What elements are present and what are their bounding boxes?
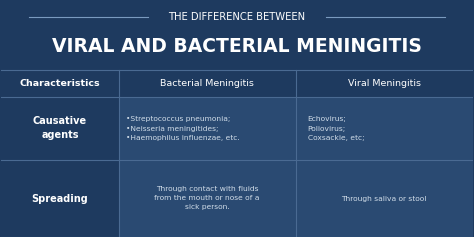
Bar — [118, 160, 296, 237]
Text: Characteristics: Characteristics — [19, 79, 100, 88]
Text: Through contact with fluids
from the mouth or nose of a
sick person.: Through contact with fluids from the mou… — [155, 187, 260, 210]
Text: Causative
agents: Causative agents — [33, 117, 87, 141]
Text: •Streptococcus pneumonia;
•Neisseria meningitides;
•Haemophilus influenzae, etc.: •Streptococcus pneumonia; •Neisseria men… — [126, 116, 239, 141]
Text: Bacterial Meningitis: Bacterial Meningitis — [160, 79, 254, 88]
Text: Viral Meningitis: Viral Meningitis — [348, 79, 421, 88]
Bar — [296, 97, 473, 160]
Text: THE DIFFERENCE BETWEEN: THE DIFFERENCE BETWEEN — [168, 12, 306, 22]
Bar — [118, 97, 296, 160]
Bar — [1, 70, 118, 97]
Text: Spreading: Spreading — [32, 193, 88, 204]
Bar — [1, 160, 118, 237]
Bar — [118, 70, 296, 97]
Text: Echovirus;
Poliovirus;
Coxsackie, etc;: Echovirus; Poliovirus; Coxsackie, etc; — [308, 116, 364, 141]
Text: Through saliva or stool: Through saliva or stool — [342, 196, 427, 201]
Bar — [296, 160, 473, 237]
Bar — [1, 97, 118, 160]
Bar — [296, 70, 473, 97]
Text: VIRAL AND BACTERIAL MENINGITIS: VIRAL AND BACTERIAL MENINGITIS — [52, 36, 422, 55]
